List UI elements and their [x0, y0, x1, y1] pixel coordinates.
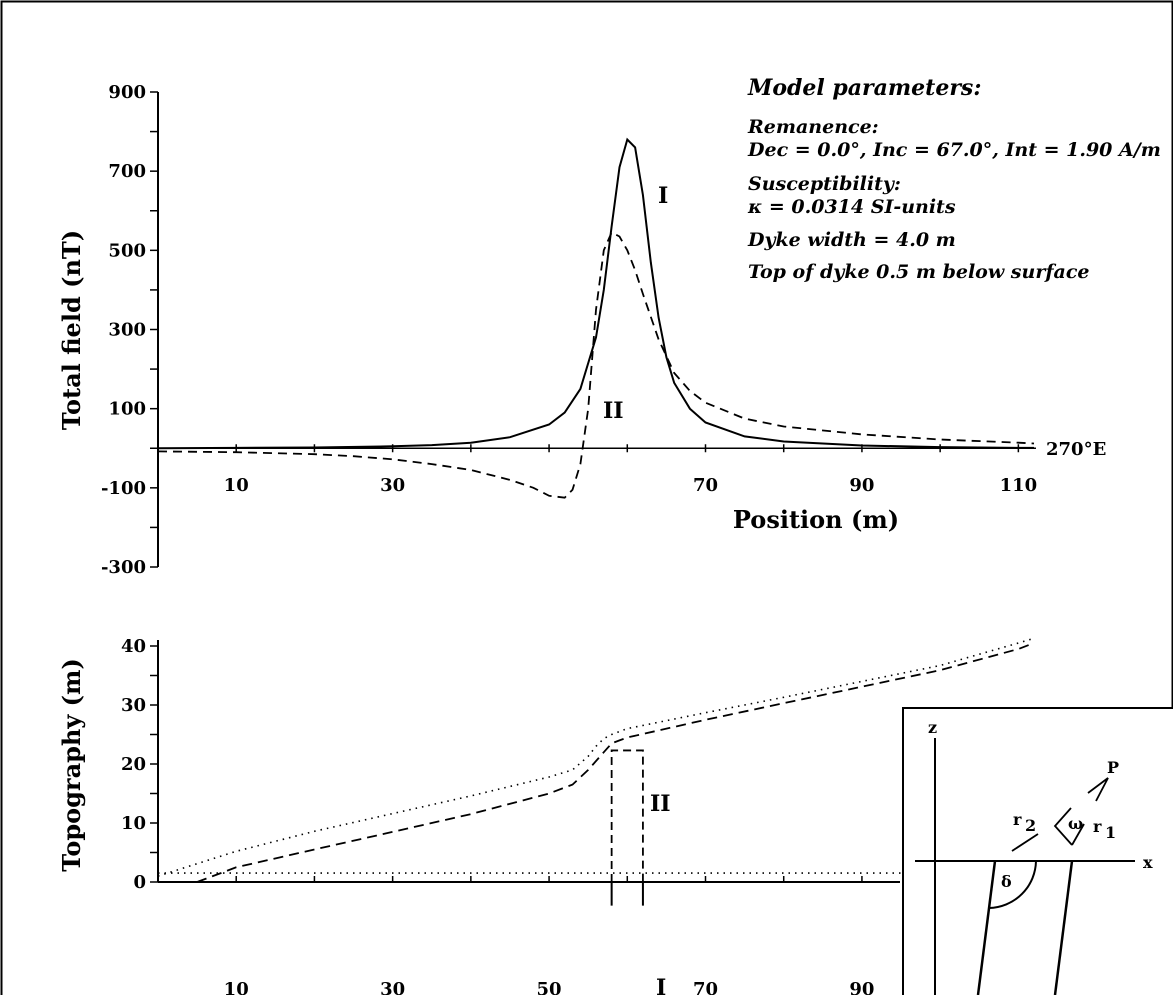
- bottom-y-ticks: 0 10 20 30 40: [121, 636, 158, 893]
- bottom-y-tick-label: 30: [121, 695, 146, 716]
- top-y-tick-label: 500: [108, 240, 146, 261]
- bottom-y-tick-label: 0: [133, 872, 146, 893]
- inset-label-z: z: [928, 718, 937, 737]
- inset-dyke-left-edge: [976, 860, 997, 995]
- top-y-tick-label: -100: [101, 478, 146, 499]
- param-line-dyke-width: Dyke width = 4.0 m: [747, 229, 956, 251]
- bottom-x-tick-label: 30: [380, 979, 405, 995]
- inset-label-r2: r: [1013, 810, 1022, 829]
- inset-label-omega: ω: [1068, 814, 1083, 833]
- total-field-chart: -300 -100 100 300 500 700 900 10 30 70 90 110 Tota…: [57, 75, 1161, 578]
- series-I-solid-line: [157, 137, 1034, 450]
- bottom-x-ticks: 10 30 50 70 90: [157, 876, 874, 995]
- param-line-dyke-top: Top of dyke 0.5 m below surface: [748, 261, 1089, 283]
- bottom-x-tick-label: 90: [849, 979, 874, 995]
- dyke-I-label: I: [656, 975, 666, 995]
- series-II-dashed-line: [157, 231, 1035, 499]
- bottom-x-tick-label: 10: [224, 979, 249, 995]
- top-x-tick-label: 90: [849, 475, 874, 496]
- inset-r2-tick: [1011, 833, 1039, 852]
- dyke-II-outline: [610, 749, 644, 882]
- inset-label-x: x: [1143, 853, 1153, 872]
- param-line-kappa: κ = 0.0314 SI-units: [747, 196, 956, 218]
- inset-omega-bracket: [1053, 807, 1073, 846]
- top-x-tick-label: 110: [1000, 475, 1038, 496]
- inset-dip-angle-arc: [988, 860, 1037, 909]
- param-line-remanence: Remanence:: [747, 116, 879, 138]
- bottom-y-axis-title: Topography (m): [57, 658, 86, 872]
- top-y-tick-label: -300: [101, 557, 146, 578]
- inset-dyke-right-edge: [1053, 860, 1074, 995]
- bottom-y-tick-label: 10: [121, 813, 146, 834]
- top-x-ticks: 10 30 70 90 110: [157, 444, 1038, 496]
- bottom-x-tick-label: 70: [693, 979, 718, 995]
- topography-chart: 0 10 20 30 40 10 30 50 70 90 Topography (m) II I…: [57, 636, 1173, 995]
- top-x-axis-title: Position (m): [733, 505, 899, 534]
- inset-p-arrow: [1087, 777, 1109, 802]
- top-y-tick-label: 700: [108, 161, 146, 182]
- inset-label-r1-subscript: 1: [1105, 823, 1116, 842]
- inset-r1-tick: [1071, 823, 1085, 846]
- inset-label-P: P: [1107, 758, 1119, 777]
- top-y-axis-title: Total field (nT): [57, 230, 86, 430]
- model-parameters-title: Model parameters:: [747, 75, 981, 101]
- topography-dashed-line: [196, 642, 1035, 883]
- inset-label-delta: δ: [1001, 872, 1012, 891]
- model-parameters-box: Model parameters: Remanence: Dec = 0.0°,…: [747, 75, 1161, 283]
- inset-frame: [902, 707, 1173, 995]
- dyke-II-label: II: [650, 791, 671, 817]
- top-x-tick-label: 70: [693, 475, 718, 496]
- param-line-remanence-values: Dec = 0.0°, Inc = 67.0°, Int = 1.90 A/m: [747, 139, 1161, 161]
- top-y-tick-label: 100: [108, 399, 146, 420]
- top-y-ticks: -300 -100 100 300 500 700 900: [101, 82, 158, 578]
- curve-label-I: I: [658, 183, 668, 209]
- inset-label-r1: r: [1093, 817, 1102, 836]
- top-y-tick-label: 300: [108, 320, 146, 341]
- top-y-tick-label: 900: [108, 82, 146, 103]
- direction-label: 270°E: [1046, 439, 1106, 460]
- dyke-I-outline: [610, 881, 644, 906]
- geometry-inset-diagram: z x P r 2 r 1 ω δ: [902, 707, 1173, 995]
- bottom-x-tick-label: 50: [537, 979, 562, 995]
- curve-label-II: II: [603, 398, 624, 424]
- bottom-y-tick-label: 40: [121, 636, 146, 657]
- param-line-susceptibility: Susceptibility:: [748, 173, 901, 195]
- top-x-tick-label: 30: [380, 475, 405, 496]
- bottom-y-tick-label: 20: [121, 754, 146, 775]
- inset-label-r2-subscript: 2: [1025, 816, 1036, 835]
- top-x-tick-label: 10: [224, 475, 249, 496]
